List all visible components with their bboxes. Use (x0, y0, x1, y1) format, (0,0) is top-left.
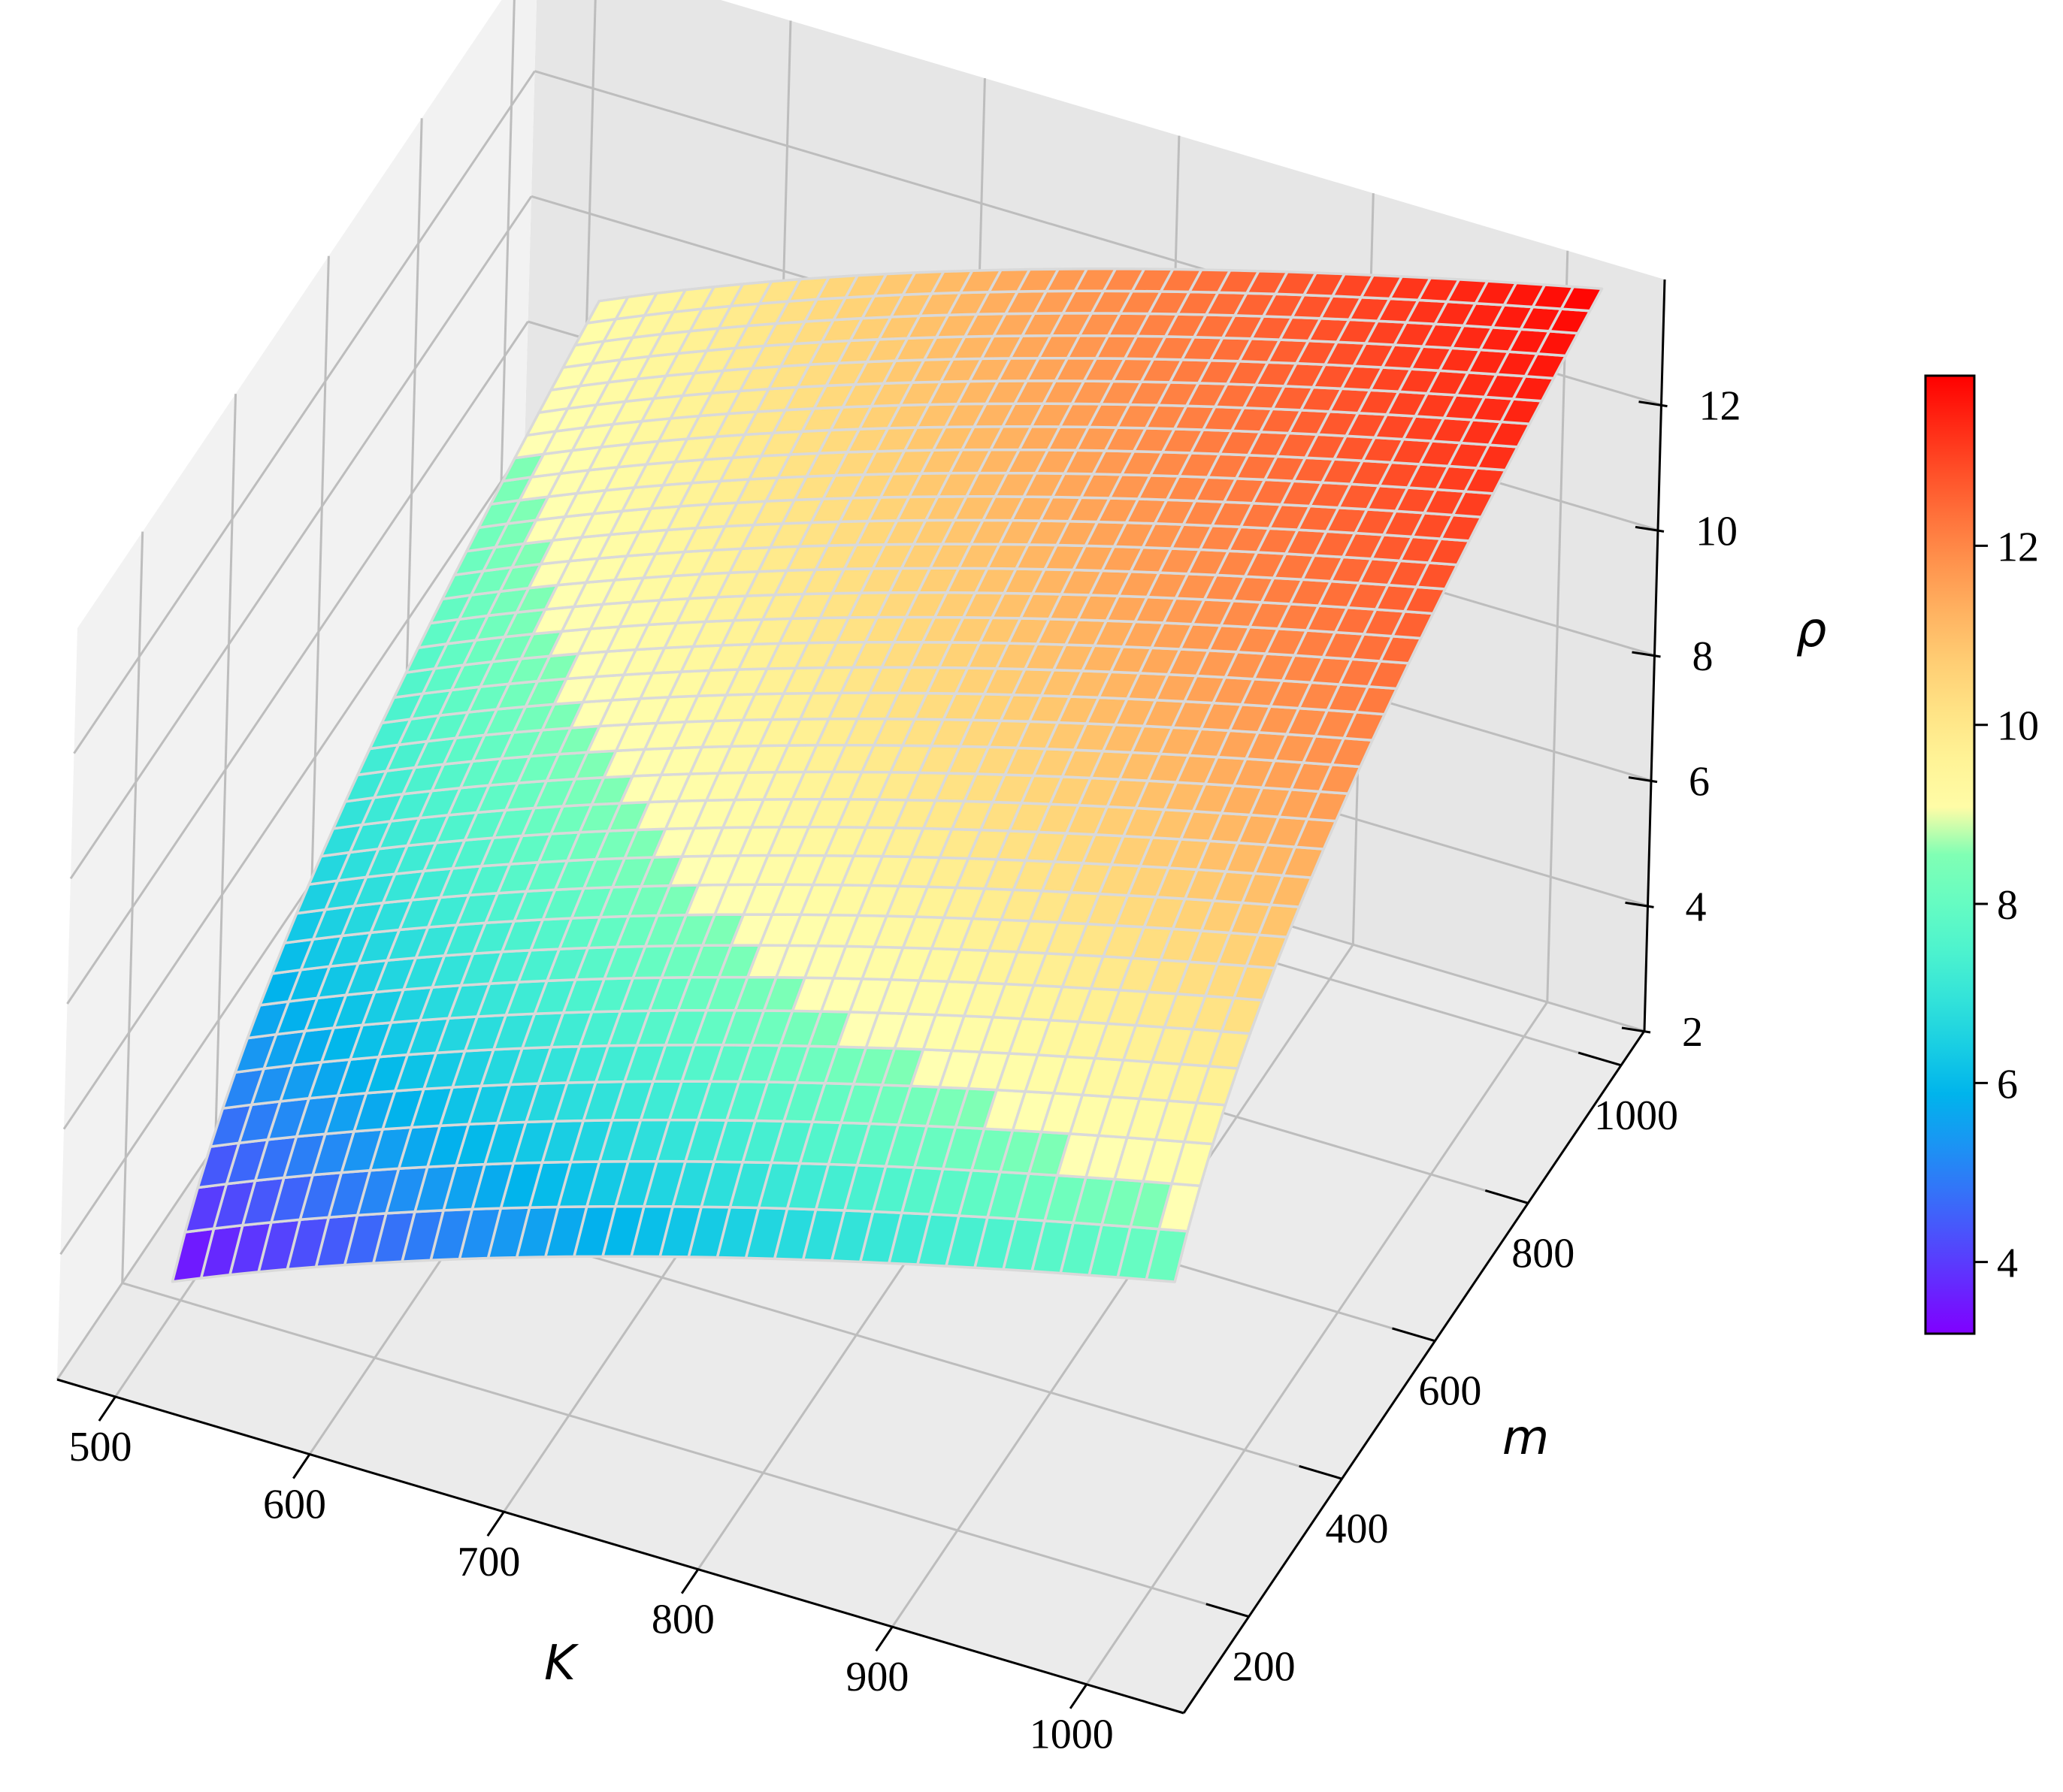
x-tick-label: 600 (263, 1482, 326, 1528)
grid-line-x (891, 944, 1354, 1628)
x-tick-mark (680, 1568, 700, 1594)
colorbar-gradient (1924, 374, 1976, 1335)
x-axis-ticks: 500 600 700 800 900 1000 (69, 1396, 1114, 1758)
z-tick-label: 2 (1682, 1009, 1703, 1056)
z-tick-mark (1621, 1026, 1651, 1034)
x-axis-line (56, 1378, 1184, 1715)
x-tick-label: 1000 (1030, 1712, 1114, 1758)
z-axis-ticks: 2 4 6 8 10 12 (1621, 383, 1741, 1056)
z-tick-label: 4 (1686, 884, 1707, 930)
y-tick-mark (1205, 1603, 1250, 1618)
z-tick-label: 12 (1699, 383, 1741, 430)
colorbar: 4 6 8 10 12 (1924, 374, 2039, 1335)
grid-line-y (122, 1282, 1250, 1618)
colorbar-tick-label: 8 (1997, 882, 2018, 929)
x-tick-mark (486, 1511, 505, 1537)
colorbar-tick-label: 12 (1997, 524, 2039, 570)
x-tick-label: 900 (845, 1654, 909, 1700)
colorbar-tick-label: 10 (1997, 703, 2039, 750)
z-tick-label: 8 (1692, 633, 1714, 680)
x-tick-mark (1069, 1683, 1088, 1709)
x-tick-label: 500 (69, 1424, 132, 1470)
y-tick-mark (1392, 1327, 1435, 1343)
y-tick-label: 200 (1233, 1644, 1296, 1691)
grid-line-z (73, 70, 536, 754)
y-tick-label: 800 (1511, 1230, 1574, 1277)
x-tick-mark (292, 1453, 311, 1479)
z-tick-mark (1625, 901, 1654, 908)
z-tick-mark (1638, 400, 1668, 408)
z-tick-mark (1635, 525, 1665, 533)
z-tick-label: 6 (1689, 759, 1710, 805)
y-axis-ticks: 200 400 600 800 1000 (1205, 1051, 1678, 1691)
surface-mesh (171, 267, 1604, 1283)
grid-line-z (69, 195, 533, 880)
grid-line-x (1085, 1001, 1549, 1685)
x-axis-label: K (544, 1636, 579, 1691)
y-tick-mark (1484, 1189, 1529, 1204)
x-tick-mark (98, 1396, 116, 1422)
z-tick-mark (1628, 776, 1658, 784)
colorbar-tick-label: 4 (1997, 1240, 2018, 1287)
grid-line-z (66, 321, 529, 1005)
y-tick-mark (1577, 1051, 1622, 1067)
y-axis-line (1182, 1030, 1646, 1714)
grid-line-z (62, 446, 526, 1130)
colorbar-tick-label: 6 (1997, 1061, 2018, 1108)
colorbar-ticks: 4 6 8 10 12 (1974, 524, 2039, 1287)
z-tick-mark (1632, 651, 1661, 658)
y-tick-label: 1000 (1594, 1092, 1678, 1139)
x-tick-label: 800 (652, 1597, 715, 1643)
z-axis-label: ρ (1796, 603, 1827, 658)
z-tick-label: 10 (1695, 508, 1738, 555)
surface-cell (585, 295, 630, 325)
x-tick-label: 700 (457, 1539, 520, 1585)
y-axis-label: m (1502, 1410, 1549, 1466)
y-tick-label: 600 (1418, 1368, 1481, 1415)
x-tick-mark (875, 1626, 894, 1652)
y-tick-mark (1299, 1464, 1342, 1480)
y-tick-label: 400 (1326, 1506, 1389, 1552)
